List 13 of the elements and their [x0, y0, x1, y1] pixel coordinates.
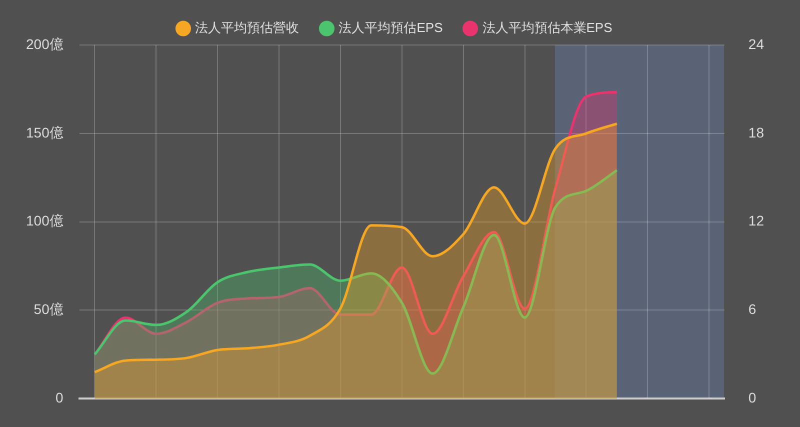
- y-tick-label: 150億: [26, 124, 64, 140]
- y-tick-label: 200億: [26, 36, 64, 52]
- legend-label: 法人平均預估營收: [195, 20, 300, 36]
- y2-tick-label: 18: [748, 124, 764, 140]
- y2-tick-label: 24: [748, 36, 764, 52]
- legend-label: 法人平均預估EPS: [338, 20, 444, 36]
- legend-label: 法人平均預估本業EPS: [482, 20, 613, 36]
- y-tick-label: 50億: [34, 301, 64, 318]
- y-tick-label: 0: [56, 389, 64, 406]
- y2-tick-label: 12: [748, 212, 764, 229]
- y2-tick-label: 0: [748, 389, 756, 406]
- y-tick-label: 100億: [26, 212, 64, 229]
- y2-tick-label: 6: [748, 301, 756, 318]
